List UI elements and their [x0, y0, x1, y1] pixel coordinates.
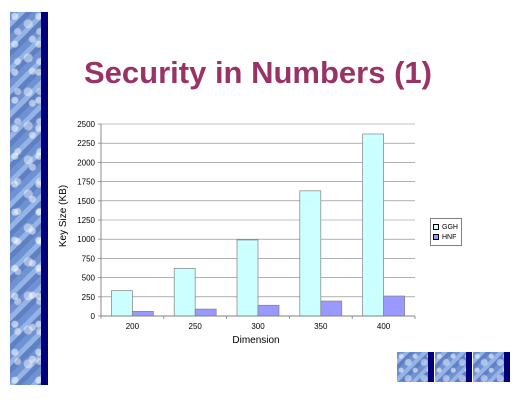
bar-ggh-200 — [111, 290, 133, 317]
y-tick-label: 2500 — [77, 120, 95, 129]
bar-ggh-250 — [173, 268, 196, 317]
y-tick-label: 1750 — [77, 178, 95, 187]
bar-hnf-400 — [383, 295, 405, 317]
y-tick-label: 1500 — [77, 197, 95, 206]
x-axis-title: Dimension — [232, 335, 279, 346]
y-tick-label: 250 — [82, 293, 96, 302]
bar-ggh-350 — [299, 190, 322, 317]
y-tick-label: 750 — [82, 254, 96, 263]
water-texture-strip — [10, 12, 41, 385]
bar-ggh-400 — [362, 133, 384, 317]
y-axis-title: Key Size (KB) — [58, 185, 69, 247]
x-tick-label: 300 — [251, 322, 265, 331]
legend-label-ggh: GGH — [442, 223, 458, 231]
axes — [98, 123, 416, 319]
y-tick-label: 1250 — [77, 216, 95, 225]
bar-hnf-300 — [257, 304, 280, 317]
x-tick-label: 400 — [377, 322, 391, 331]
legend-swatch-hnf — [433, 234, 439, 240]
bar-ggh-300 — [236, 239, 259, 317]
legend-item-hnf: HNF — [433, 232, 459, 242]
y-tick-label: 1000 — [77, 235, 95, 244]
y-tick-label: 2000 — [77, 158, 95, 167]
legend-swatch-ggh — [433, 224, 439, 230]
y-tick-label: 0 — [91, 312, 96, 321]
nav-tile-third-bar — [504, 352, 510, 382]
x-tick-label: 200 — [126, 322, 140, 331]
x-tick-label: 350 — [314, 322, 328, 331]
nav-tile-first[interactable] — [397, 352, 428, 382]
bar-hnf-250 — [194, 308, 217, 317]
legend: GGH HNF — [430, 218, 462, 246]
bar-hnf-350 — [320, 300, 343, 317]
slide-title: Security in Numbers (1) — [84, 55, 432, 90]
x-tick-label: 250 — [189, 322, 203, 331]
bars — [111, 133, 405, 317]
legend-item-ggh: GGH — [433, 222, 459, 232]
tick-labels: 0 250 500 750 1000 1250 1500 1750 2000 2250 2500 20… — [77, 120, 391, 331]
nav-tile-first-bar — [428, 352, 434, 382]
navy-accent-strip — [41, 12, 48, 385]
nav-tile-third[interactable] — [473, 352, 504, 382]
y-tick-label: 2250 — [77, 139, 95, 148]
y-tick-label: 500 — [82, 274, 96, 283]
nav-tile-second[interactable] — [435, 352, 466, 382]
legend-label-hnf: HNF — [442, 233, 457, 241]
bar-hnf-200 — [132, 311, 154, 317]
nav-tile-second-bar — [466, 352, 472, 382]
